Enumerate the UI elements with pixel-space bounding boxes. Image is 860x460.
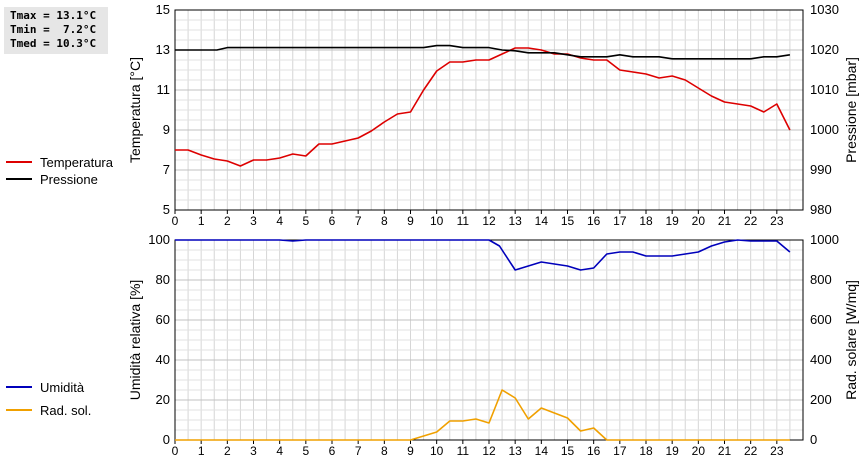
y-right-tick-label: 0 bbox=[810, 432, 817, 447]
legend-item-pressione: Pressione bbox=[6, 171, 98, 187]
y-right-tick-label: 1030 bbox=[810, 2, 839, 17]
x-tick-label: 9 bbox=[407, 444, 414, 458]
x-tick-label: 20 bbox=[692, 214, 706, 228]
series-line-rad-sol bbox=[175, 389, 790, 441]
x-tick-label: 15 bbox=[561, 214, 575, 228]
tmed-text: Tmed = 10.3°C bbox=[10, 37, 97, 50]
series-line-temperatura bbox=[175, 47, 791, 167]
x-tick-label: 2 bbox=[224, 214, 231, 228]
x-tick-label: 4 bbox=[276, 444, 283, 458]
x-tick-label: 13 bbox=[508, 214, 522, 228]
x-tick-label: 9 bbox=[407, 214, 414, 228]
legend-item-temperatura: Temperatura bbox=[6, 154, 113, 170]
x-tick-label: 13 bbox=[508, 444, 522, 458]
legend-swatch-rad-sol bbox=[6, 409, 32, 411]
y-right-axis-title: Rad. solare [W/mq] bbox=[843, 280, 859, 400]
y-left-tick-label: 60 bbox=[156, 312, 170, 327]
x-tick-label: 5 bbox=[302, 214, 309, 228]
x-tick-label: 21 bbox=[718, 214, 732, 228]
x-tick-label: 22 bbox=[744, 214, 758, 228]
y-right-tick-label: 600 bbox=[810, 312, 832, 327]
legend-item-umidita: Umidità bbox=[6, 379, 84, 395]
y-left-tick-label: 0 bbox=[163, 432, 170, 447]
y-left-tick-label: 5 bbox=[163, 202, 170, 217]
x-tick-label: 2 bbox=[224, 444, 231, 458]
x-tick-label: 0 bbox=[172, 444, 179, 458]
legend-swatch-umidita bbox=[6, 386, 32, 388]
legend-swatch-temperatura bbox=[6, 161, 32, 163]
x-tick-label: 18 bbox=[639, 444, 653, 458]
y-right-tick-label: 200 bbox=[810, 392, 832, 407]
x-tick-label: 1 bbox=[198, 444, 205, 458]
x-tick-label: 22 bbox=[744, 444, 758, 458]
y-right-tick-label: 1000 bbox=[810, 232, 839, 247]
x-tick-label: 4 bbox=[276, 214, 283, 228]
y-left-axis-title: Temperatura [°C] bbox=[127, 57, 143, 163]
x-tick-label: 19 bbox=[665, 444, 679, 458]
stats-box: Tmax = 13.1°C Tmin = 7.2°C Tmed = 10.3°C bbox=[4, 7, 108, 54]
x-tick-label: 17 bbox=[613, 444, 627, 458]
series-line-pressione bbox=[175, 44, 791, 60]
legend-label-rad-sol: Rad. sol. bbox=[40, 402, 92, 418]
x-tick-label: 7 bbox=[355, 214, 362, 228]
y-left-tick-label: 15 bbox=[156, 2, 170, 17]
x-tick-label: 21 bbox=[718, 444, 732, 458]
x-tick-label: 15 bbox=[561, 444, 575, 458]
x-tick-label: 11 bbox=[457, 444, 470, 458]
legend-label-umidita: Umidità bbox=[40, 379, 85, 395]
y-left-tick-label: 7 bbox=[163, 162, 170, 177]
y-left-axis-title: Umidità relativa [%] bbox=[127, 280, 143, 401]
y-right-tick-label: 1000 bbox=[810, 122, 839, 137]
x-tick-label: 8 bbox=[381, 214, 388, 228]
x-tick-label: 14 bbox=[535, 444, 549, 458]
y-left-tick-label: 11 bbox=[157, 82, 171, 97]
temperature-pressure-chart: 0 1 2 3 4 5 6 7 8 9 10 11 12 13 14 15 16 17 18 19 20 21 22 2357… bbox=[127, 2, 859, 228]
legend-item-rad-sol: Rad. sol. bbox=[6, 402, 91, 418]
x-tick-label: 0 bbox=[172, 214, 179, 228]
x-tick-label: 16 bbox=[587, 214, 601, 228]
legend-label-pressione: Pressione bbox=[40, 171, 98, 187]
x-tick-label: 19 bbox=[665, 214, 679, 228]
x-tick-label: 1 bbox=[198, 214, 205, 228]
x-tick-label: 23 bbox=[770, 444, 784, 458]
x-tick-label: 17 bbox=[613, 214, 627, 228]
series-line-umidit bbox=[175, 239, 791, 271]
y-left-tick-label: 9 bbox=[163, 122, 170, 137]
humidity-radiation-chart: 0 1 2 3 4 5 6 7 8 9 10 11 12 13 14 15 16 17 18 19 20 21 22 2302… bbox=[127, 232, 859, 458]
x-tick-label: 18 bbox=[639, 214, 653, 228]
x-tick-label: 5 bbox=[302, 444, 309, 458]
tmax-text: Tmax = 13.1°C bbox=[10, 9, 97, 22]
x-tick-label: 6 bbox=[329, 444, 336, 458]
y-left-tick-label: 40 bbox=[156, 352, 170, 367]
x-tick-label: 12 bbox=[482, 214, 496, 228]
y-right-tick-label: 1020 bbox=[810, 42, 839, 57]
x-tick-label: 12 bbox=[482, 444, 496, 458]
legend-swatch-pressione bbox=[6, 178, 32, 180]
y-left-tick-label: 100 bbox=[148, 232, 170, 247]
x-tick-label: 11 bbox=[457, 214, 470, 228]
y-right-axis-title: Pressione [mbar] bbox=[843, 57, 859, 163]
y-right-tick-label: 990 bbox=[810, 162, 832, 177]
x-tick-label: 6 bbox=[329, 214, 336, 228]
y-right-tick-label: 800 bbox=[810, 272, 832, 287]
x-tick-label: 10 bbox=[430, 444, 444, 458]
y-right-tick-label: 1010 bbox=[810, 82, 839, 97]
x-tick-label: 20 bbox=[692, 444, 706, 458]
x-tick-label: 7 bbox=[355, 444, 362, 458]
x-tick-label: 8 bbox=[381, 444, 388, 458]
x-tick-label: 16 bbox=[587, 444, 601, 458]
x-tick-label: 23 bbox=[770, 214, 784, 228]
y-left-tick-label: 80 bbox=[156, 272, 170, 287]
y-left-tick-label: 20 bbox=[156, 392, 170, 407]
y-right-tick-label: 980 bbox=[810, 202, 832, 217]
x-tick-label: 10 bbox=[430, 214, 444, 228]
x-tick-label: 14 bbox=[535, 214, 549, 228]
legend-label-temperatura: Temperatura bbox=[40, 154, 113, 170]
x-tick-label: 3 bbox=[250, 444, 257, 458]
x-tick-label: 3 bbox=[250, 214, 257, 228]
tmin-text: Tmin = 7.2°C bbox=[10, 23, 97, 36]
y-left-tick-label: 13 bbox=[156, 42, 170, 57]
y-right-tick-label: 400 bbox=[810, 352, 832, 367]
